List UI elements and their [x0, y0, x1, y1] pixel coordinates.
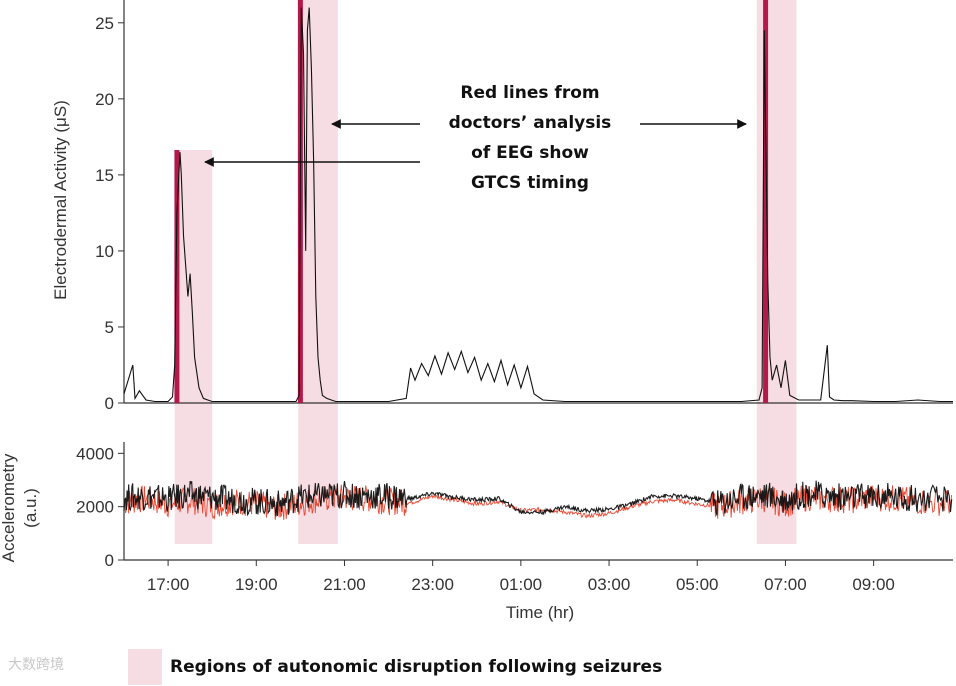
y-tick-label: 25	[95, 14, 114, 33]
y-axis-label: Accelerometry	[0, 453, 18, 562]
x-tick-label: 21:00	[323, 575, 366, 594]
annotation-line: GTCS timing	[471, 173, 589, 193]
eda-series-line	[123, 7, 953, 403]
y-axis-label: (a.u.)	[21, 488, 40, 528]
accel-series-line	[123, 480, 953, 517]
eda-panel: 0 5 10 15 20 25 Electrodermal Activity (μS)	[51, 0, 953, 413]
accel-panel: 0 2000 4000 Accelerometry (a.u.) 17:00 19:00 21…	[0, 442, 953, 622]
y-tick-label: 5	[105, 318, 114, 337]
annotation-line: Red lines from	[460, 83, 600, 103]
arrows-layer	[204, 119, 747, 167]
x-tick-label: 23:00	[411, 575, 454, 594]
disruption-region	[756, 0, 797, 150]
x-tick-label: 07:00	[764, 575, 807, 594]
x-tick-label: 05:00	[676, 575, 719, 594]
watermark: 大数跨境	[8, 656, 64, 672]
y-tick-label: 2000	[76, 498, 114, 517]
annotation-line: of EEG show	[471, 143, 589, 163]
y-tick-label: 10	[95, 242, 114, 261]
y-tick-label: 15	[95, 166, 114, 185]
y-tick-label: 20	[95, 90, 114, 109]
legend-swatch	[128, 649, 162, 685]
gtcs-annotation: Red lines from doctors’ analysis of EEG …	[420, 78, 640, 198]
x-tick-label: 17:00	[147, 575, 190, 594]
gtcs-marker	[763, 0, 769, 403]
y-tick-label: 0	[105, 394, 114, 413]
gtcs-marker	[174, 150, 180, 403]
legend: Regions of autonomic disruption followin…	[128, 648, 662, 686]
x-tick-label: 19:00	[235, 575, 278, 594]
x-tick-label: 09:00	[852, 575, 895, 594]
disruption-region	[174, 150, 213, 544]
x-axis-label: Time (hr)	[506, 603, 574, 622]
y-tick-label: 4000	[76, 444, 114, 463]
legend-label: Regions of autonomic disruption followin…	[170, 657, 663, 677]
y-tick-label: 0	[105, 551, 114, 570]
y-axis-label: Electrodermal Activity (μS)	[51, 100, 70, 300]
x-tick-label: 03:00	[588, 575, 631, 594]
annotation-line: doctors’ analysis	[448, 113, 612, 133]
x-tick-label: 01:00	[500, 575, 543, 594]
